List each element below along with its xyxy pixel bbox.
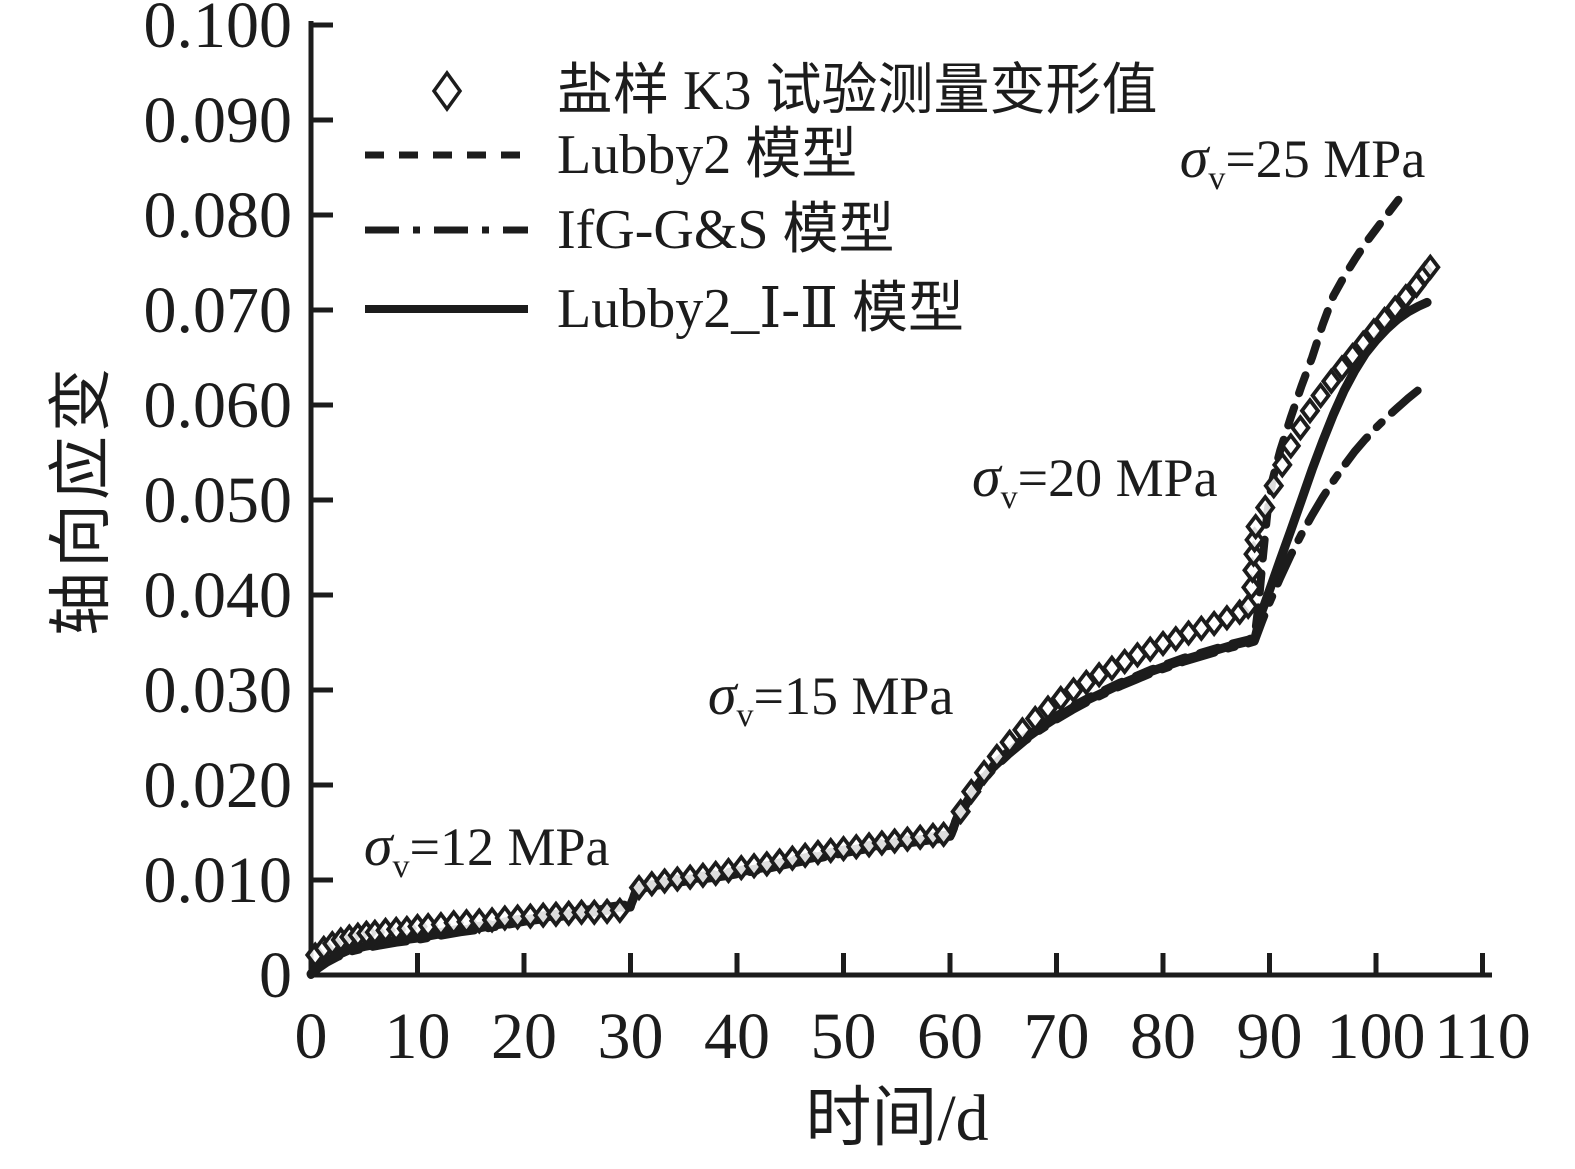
y-tick-label: 0.030 <box>144 654 293 727</box>
diamond-data-point <box>1075 668 1097 697</box>
y-tick-label: 0.050 <box>144 464 293 537</box>
x-tick-label: 90 <box>1237 1000 1303 1073</box>
diamond-data-point <box>1395 283 1417 311</box>
diamond-data-point <box>1342 341 1363 370</box>
diamond-data-point <box>933 820 954 849</box>
diamond-data-point <box>1063 676 1084 704</box>
diamond-data-point <box>1050 684 1072 713</box>
y-tick-label: 0.060 <box>144 369 293 442</box>
diamond-data-point <box>973 759 995 787</box>
diamond-data-point <box>960 778 982 806</box>
diamond-data-point <box>1243 540 1264 568</box>
y-tick-label: 0.090 <box>144 84 293 157</box>
series-curve-2 <box>307 379 1432 979</box>
y-tick-label: 0.070 <box>144 274 293 347</box>
x-tick-label: 40 <box>704 1000 770 1073</box>
diamond-data-point <box>1384 294 1406 322</box>
diamond-data-point <box>1241 573 1262 602</box>
x-tick-label: 10 <box>385 1000 451 1073</box>
x-tick-label: 60 <box>917 1000 983 1073</box>
diamond-data-point <box>1037 694 1059 722</box>
diamond-data-point <box>1352 329 1374 357</box>
x-tick-label: 80 <box>1130 1000 1196 1073</box>
diamond-data-point <box>1245 512 1267 541</box>
diamond-data-point <box>1254 493 1276 522</box>
diamond-data-point <box>999 728 1021 756</box>
diamond-data-point <box>1331 354 1353 382</box>
diamond-data-point <box>1271 451 1293 479</box>
diamond-data-point <box>1263 472 1285 500</box>
y-tick-label: 0.100 <box>144 0 293 62</box>
diamond-data-point <box>986 742 1008 771</box>
y-tick-label: 0.010 <box>144 844 293 917</box>
diamond-data-point <box>1280 432 1302 460</box>
diamond-data-point <box>1310 381 1332 410</box>
diamond-data-point <box>1374 305 1395 334</box>
y-tick-label: 0.080 <box>144 179 293 252</box>
y-tick-label: 0 <box>259 939 292 1012</box>
diamond-data-point <box>1242 556 1263 584</box>
x-tick-label: 0 <box>295 1000 328 1073</box>
y-tick-label: 0.020 <box>144 749 293 822</box>
diamond-data-point <box>609 896 631 925</box>
diamond-data-point <box>1299 397 1321 425</box>
diamond-data-point <box>1419 253 1441 281</box>
series-scatter-0 <box>304 253 1441 969</box>
x-tick-label: 110 <box>1434 1000 1531 1073</box>
diamond-data-point <box>1012 716 1033 744</box>
x-tick-label: 50 <box>811 1000 877 1073</box>
x-tick-label: 30 <box>598 1000 664 1073</box>
y-tick-label: 0.040 <box>144 559 293 632</box>
x-tick-label: 100 <box>1327 1000 1426 1073</box>
diamond-data-point <box>950 797 972 826</box>
x-tick-label: 20 <box>491 1000 557 1073</box>
diamond-data-point <box>1290 414 1311 442</box>
diamond-data-point <box>1237 592 1259 621</box>
diamond-data-point <box>1320 367 1342 395</box>
x-tick-label: 70 <box>1024 1000 1090 1073</box>
diamond-data-point <box>1363 317 1385 345</box>
diamond-data-point <box>1024 704 1046 733</box>
